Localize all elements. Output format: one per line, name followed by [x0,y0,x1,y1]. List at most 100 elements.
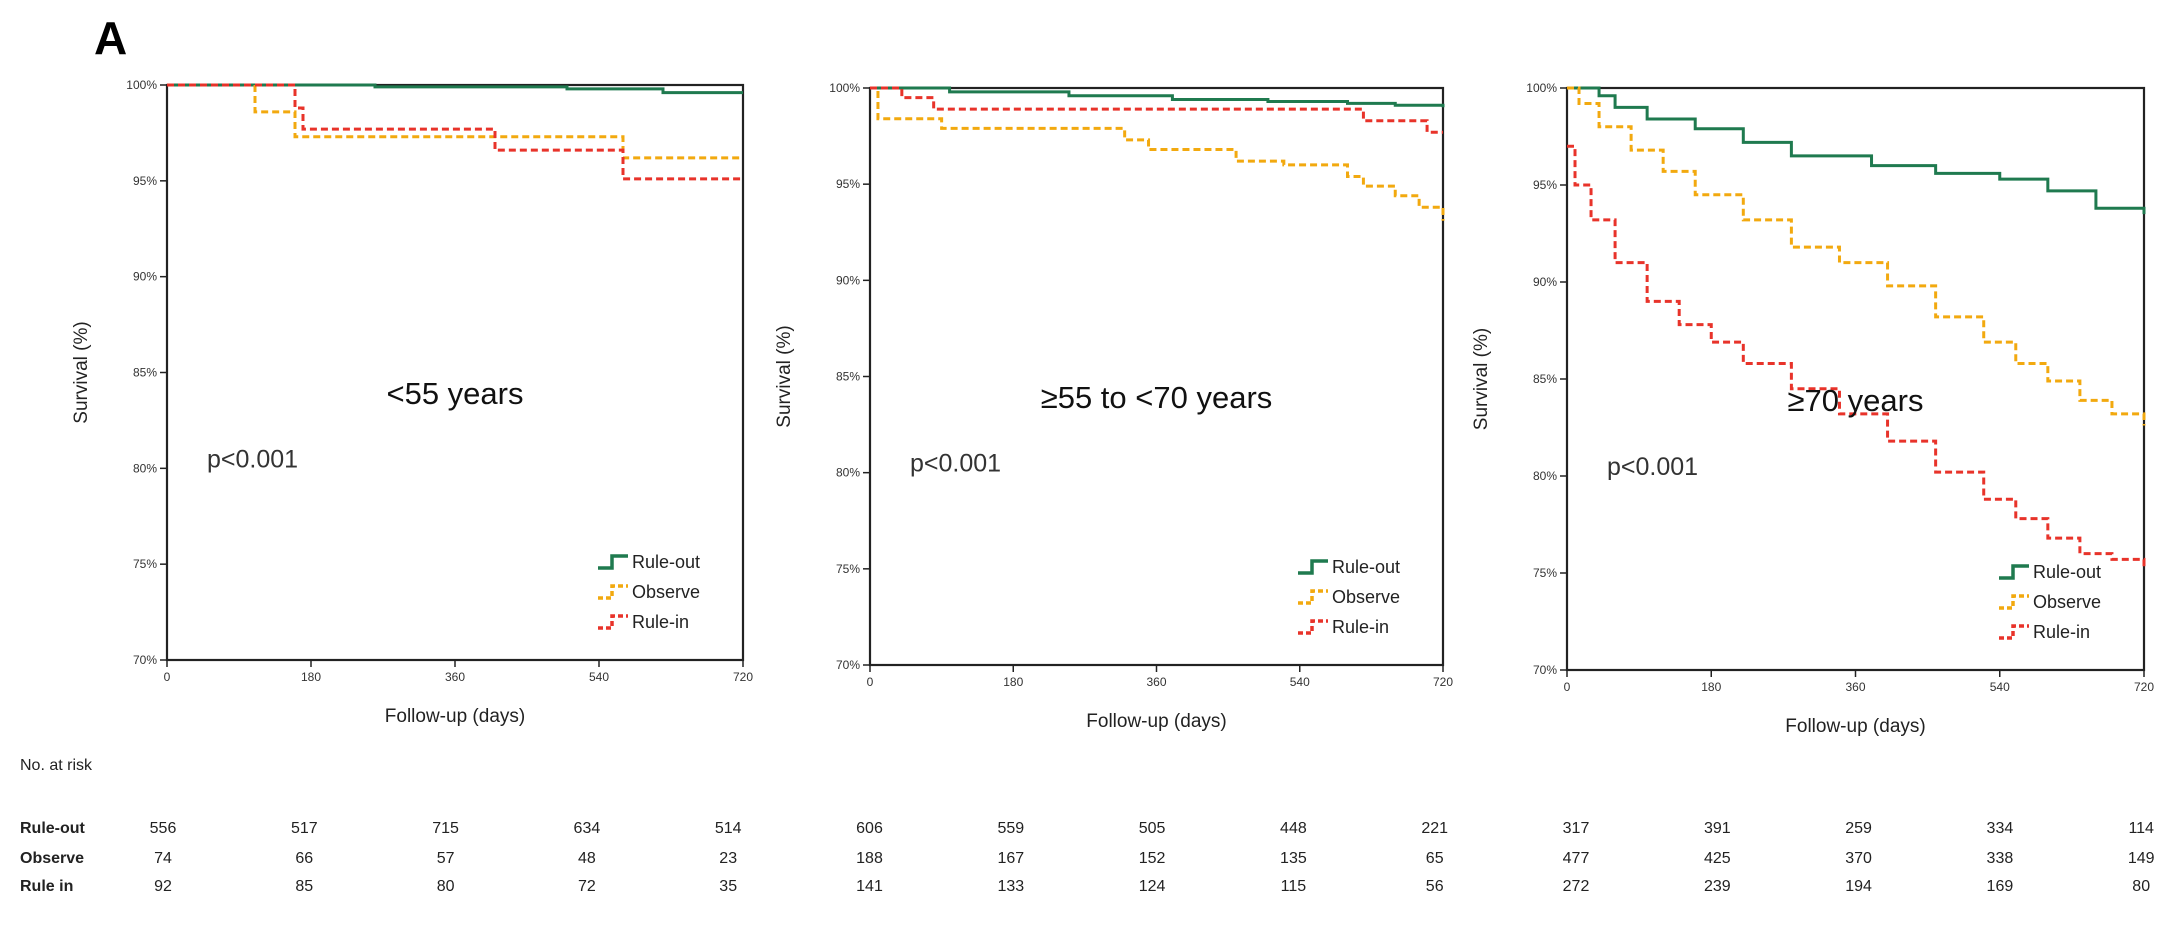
y-tick-label: 85% [133,366,157,380]
x-tick-label: 0 [1564,680,1571,694]
km-panels: 70% 75% 80% 85% 90% 95% 100% 0 180 360 540 720 Follo… [71,78,2154,737]
y-tick-label: 100% [126,78,157,92]
risk-cell: 317 [1563,820,1590,837]
x-tick-label: 360 [445,670,465,684]
risk-cell: 65 [1426,850,1444,867]
risk-cell: 559 [997,820,1024,837]
series-line-rule-in [1567,144,2146,568]
x-tick-label: 540 [1990,680,2010,694]
risk-cell: 606 [856,820,883,837]
x-tick-label: 0 [867,675,874,689]
y-tick-label: 95% [1533,178,1557,192]
legend-marker-rule-in [1298,619,1328,635]
risk-cell: 74 [154,850,172,867]
p-value: p<0.001 [207,445,298,473]
x-axis-label: Follow-up (days) [1785,716,1925,737]
y-tick-label: 70% [1533,663,1557,677]
y-tick-label: 100% [829,81,860,95]
series-line-observe [870,86,1445,221]
km-panel: 70% 75% 80% 85% 90% 95% 100% 0 180 360 540 720 Follo… [1471,81,2154,737]
legend-marker-observe [1298,589,1328,605]
x-tick-label: 360 [1845,680,1865,694]
risk-cell: 72 [578,878,596,895]
y-tick-label: 70% [836,658,860,672]
p-value: p<0.001 [1607,453,1698,481]
risk-cell: 115 [1281,878,1307,895]
risk-cell: 80 [437,878,455,895]
y-tick-label: 100% [1526,81,1557,95]
x-tick-label: 180 [1701,680,1721,694]
x-axis-label: Follow-up (days) [385,706,525,727]
risk-cell: 370 [1845,850,1872,867]
legend-label: Rule-out [1332,557,1400,577]
legend-marker-rule-out [1999,564,2029,580]
risk-cell: 334 [1987,820,2014,837]
x-tick-label: 720 [2134,680,2154,694]
risk-cell: 167 [997,850,1024,867]
y-tick-label: 90% [836,273,860,287]
risk-cell: 57 [437,850,455,867]
risk-table-title: No. at risk [20,757,93,774]
risk-cell: 556 [150,820,177,837]
risk-cell: 239 [1704,878,1731,895]
risk-cell: 92 [154,878,172,895]
legend-label: Rule-out [632,552,700,572]
risk-cell: 35 [719,878,737,895]
legend-label: Rule-out [2033,562,2101,582]
panel-letter: A [94,12,127,64]
risk-cell: 23 [719,850,737,867]
x-tick-label: 720 [1433,675,1453,689]
risk-cell: 80 [2132,878,2150,895]
series-line-rule-out [870,86,1445,108]
risk-row-label: Rule in [20,878,73,895]
legend-label: Rule-in [632,612,689,632]
x-axis-label: Follow-up (days) [1086,711,1226,732]
y-tick-label: 95% [133,174,157,188]
risk-cell: 505 [1139,820,1166,837]
risk-cell: 715 [432,820,459,837]
x-tick-label: 540 [589,670,609,684]
y-tick-label: 80% [133,461,157,475]
risk-cell: 338 [1987,850,2014,867]
risk-cell: 391 [1704,820,1731,837]
y-tick-label: 75% [1533,566,1557,580]
legend-marker-rule-in [598,614,628,630]
plot-frame [165,83,745,662]
legend-label: Observe [1332,587,1400,607]
y-tick-label: 85% [836,370,860,384]
risk-cell: 634 [574,820,601,837]
legend-label: Rule-in [2033,622,2090,642]
x-tick-label: 180 [301,670,321,684]
risk-cell: 169 [1987,878,2014,895]
risk-cell: 133 [997,878,1024,895]
series-line-observe [1567,86,2146,426]
risk-cell: 477 [1563,850,1590,867]
km-panel: 70% 75% 80% 85% 90% 95% 100% 0 180 360 540 720 Follo… [71,78,753,727]
risk-cell: 194 [1845,878,1872,895]
risk-cell: 141 [856,878,883,895]
risk-cell: 114 [2128,820,2154,837]
risk-cell: 152 [1139,850,1166,867]
y-tick-label: 90% [133,270,157,284]
y-axis-label: Survival (%) [71,321,92,423]
y-tick-label: 90% [1533,275,1557,289]
km-panel: 70% 75% 80% 85% 90% 95% 100% 0 180 360 540 720 Follo… [774,81,1453,732]
group-label: ≥70 years [1788,383,1924,418]
x-tick-label: 180 [1003,675,1023,689]
risk-cell: 48 [578,850,596,867]
plot-frame [868,86,1445,667]
x-tick-label: 0 [164,670,171,684]
y-tick-label: 95% [836,177,860,191]
series-line-rule-in [870,86,1443,134]
y-tick-label: 70% [133,653,157,667]
legend-marker-observe [1999,594,2029,610]
group-label: <55 years [386,376,523,411]
risk-cell: 221 [1421,820,1448,837]
legend-marker-rule-in [1999,624,2029,640]
y-tick-label: 75% [133,557,157,571]
risk-cell: 272 [1563,878,1590,895]
series-line-rule-in [167,83,743,181]
legend-marker-rule-out [1298,559,1328,575]
risk-cell: 517 [291,820,318,837]
